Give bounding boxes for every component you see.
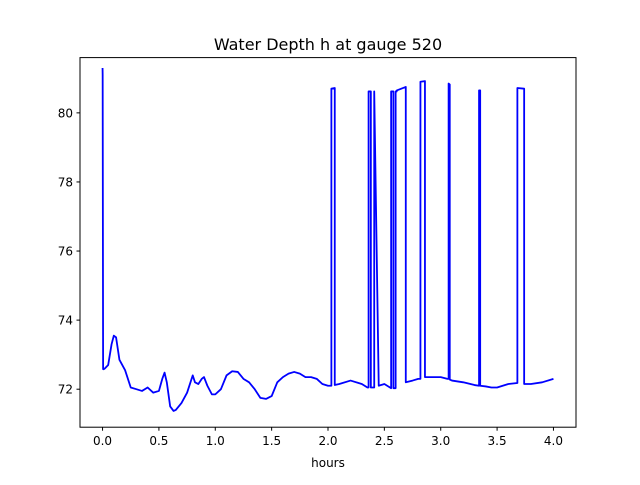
x-tick-label: 4.0 — [544, 434, 563, 448]
x-axis-label: hours — [311, 456, 345, 470]
y-axis-ticks: 72 74 76 78 80 — [58, 106, 80, 397]
series-line-water-depth — [101, 67, 554, 412]
chart-title: Water Depth h at gauge 520 — [214, 35, 442, 54]
x-axis-ticks: 0.0 0.5 1.0 1.5 2.0 2.5 3.0 3.5 4.0 — [93, 427, 563, 448]
x-tick-label: 1.5 — [262, 434, 281, 448]
y-tick-label: 76 — [58, 245, 73, 259]
x-tick-label: 0.5 — [149, 434, 168, 448]
y-tick-label: 80 — [58, 106, 73, 120]
y-tick-label: 74 — [58, 314, 73, 328]
x-tick-label: 1.0 — [206, 434, 225, 448]
x-tick-label: 3.0 — [431, 434, 450, 448]
x-tick-label: 0.0 — [93, 434, 112, 448]
x-tick-label: 2.0 — [318, 434, 337, 448]
y-tick-label: 72 — [58, 383, 73, 397]
x-tick-label: 2.5 — [375, 434, 394, 448]
y-tick-label: 78 — [58, 175, 73, 189]
axes-frame — [79, 57, 577, 428]
x-tick-label: 3.5 — [488, 434, 507, 448]
plot-area — [101, 67, 554, 412]
